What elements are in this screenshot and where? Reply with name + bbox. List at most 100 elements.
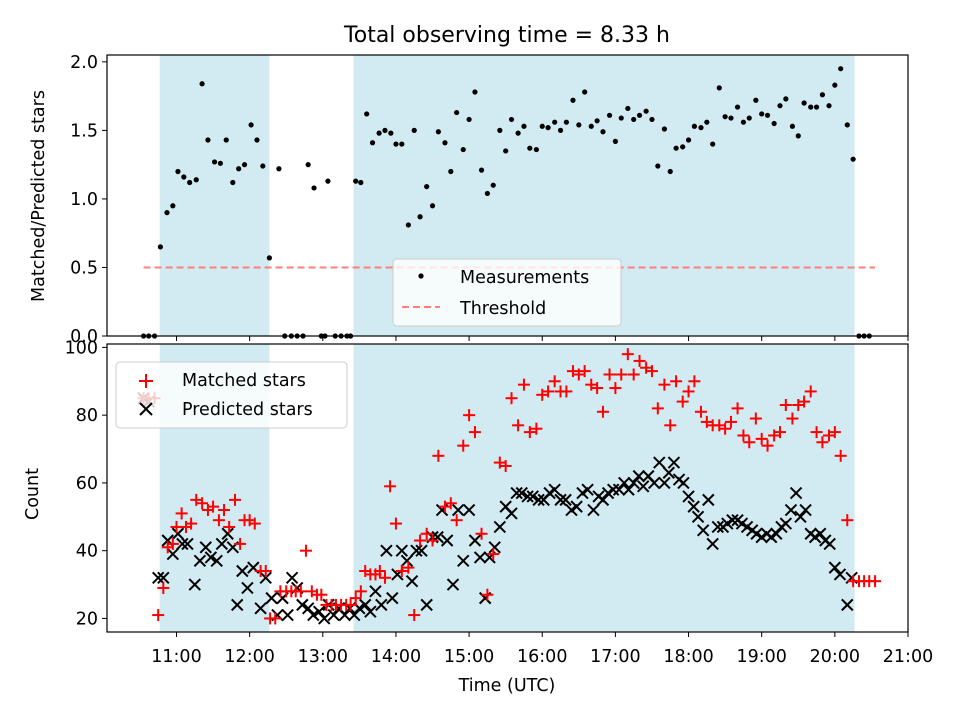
- predicted-star-point: [265, 591, 278, 605]
- legend-matched-marker: [139, 374, 153, 388]
- measurement-point: [606, 112, 613, 118]
- predicted-star-point: [636, 480, 650, 493]
- measurement-point: [217, 160, 223, 166]
- measurement-point: [594, 118, 600, 124]
- y-tick-label: 40: [76, 542, 98, 562]
- measurement-point: [388, 130, 394, 136]
- predicted-star-point: [473, 551, 487, 564]
- measurement-point: [631, 116, 637, 123]
- predicted-star-point: [296, 598, 309, 612]
- matched-star-point: [633, 354, 646, 367]
- matched-star-point: [609, 382, 622, 395]
- measurement-point: [429, 203, 436, 209]
- measurement-point: [164, 210, 170, 216]
- matched-star-point: [724, 415, 737, 428]
- measurement-point: [552, 119, 558, 125]
- bottom-legend-box: [115, 361, 348, 429]
- predicted-star-point: [622, 483, 635, 496]
- measurement-point: [236, 166, 242, 172]
- predicted-star-point: [627, 476, 640, 490]
- predicted-star-point: [510, 486, 523, 500]
- measurement-point: [722, 114, 728, 120]
- predicted-star-point: [706, 537, 719, 551]
- measurement-point: [508, 116, 515, 123]
- measurement-point: [557, 127, 564, 133]
- predicted-star-point: [770, 527, 783, 540]
- matched-star-point: [185, 517, 198, 530]
- predicted-star-point: [215, 537, 229, 551]
- measurement-point: [442, 140, 448, 146]
- measurement-point: [826, 103, 832, 109]
- predicted-star-point: [188, 578, 201, 591]
- y-tick-label: 20: [76, 609, 98, 629]
- measurement-point: [448, 168, 454, 175]
- matched-star-point: [651, 402, 664, 415]
- predicted-star-point: [526, 490, 539, 503]
- predicted-star-point: [231, 598, 244, 612]
- measurement-point: [710, 141, 716, 147]
- matched-star-point: [512, 419, 525, 432]
- matched-star-point: [804, 385, 817, 398]
- matched-star-point: [384, 480, 397, 493]
- predicted-star-point: [359, 598, 372, 612]
- measurement-point: [582, 89, 588, 95]
- measurement-point: [563, 119, 569, 125]
- y-tick-label: 1.5: [70, 121, 98, 141]
- predicted-star-point: [348, 608, 361, 622]
- predicted-star-point: [395, 544, 409, 557]
- measurement-point: [472, 89, 478, 95]
- matched-star-point: [810, 426, 823, 439]
- matched-star-point: [152, 609, 165, 622]
- predicted-star-point: [462, 503, 476, 517]
- predicted-star-point: [386, 591, 399, 605]
- measurement-point: [545, 125, 551, 131]
- measurement-point: [746, 115, 752, 121]
- measurement-point: [187, 179, 193, 186]
- predicted-star-point: [702, 493, 715, 507]
- measurement-point: [808, 104, 814, 110]
- predicted-star-point: [828, 561, 842, 574]
- chart-title: Total observing time = 8.33 h: [343, 23, 670, 48]
- measurement-point: [667, 168, 673, 175]
- predicted-star-point: [515, 486, 528, 500]
- matched-star-point: [499, 459, 512, 472]
- matched-star-point: [432, 449, 445, 462]
- predicted-star-point: [596, 493, 610, 507]
- measurement-point: [241, 162, 248, 168]
- matched-star-point: [615, 368, 628, 381]
- predicted-star-point: [221, 527, 234, 540]
- bottom-axis-ticks: 11:00 12:00 13:00 14:00 15:00 16:00 17:00 18:00…: [65, 338, 934, 667]
- predicted-star-point: [711, 520, 725, 534]
- measurement-point: [771, 120, 777, 127]
- matched-star-point: [294, 585, 307, 598]
- measurement-point: [466, 116, 472, 123]
- matched-star-point: [627, 368, 640, 381]
- predicted-star-point: [726, 513, 739, 527]
- predicted-star-point: [420, 598, 433, 612]
- measurement-point: [728, 115, 734, 121]
- measurement-point: [576, 122, 582, 128]
- measurement-point: [673, 145, 679, 151]
- matched-star-point: [664, 419, 677, 432]
- predicted-star-point: [405, 574, 419, 588]
- matched-star-point: [229, 493, 242, 506]
- matched-star-point: [354, 585, 367, 598]
- legend-threshold-label: Threshold: [459, 299, 546, 319]
- matched-star-point: [269, 612, 282, 625]
- matched-star-point: [841, 514, 854, 527]
- measurement-point: [266, 255, 272, 261]
- legend-matched-label: Matched stars: [182, 371, 306, 391]
- x-tick-label: 20:00: [810, 647, 860, 667]
- y-tick-label: 0.0: [70, 327, 98, 347]
- predicted-star-point: [612, 483, 626, 496]
- top-panel: 0.00.51.01.52.0 Matched/Predicted stars …: [29, 53, 909, 347]
- matched-star-point: [457, 439, 470, 452]
- measurement-point: [832, 82, 838, 88]
- predicted-star-point: [647, 476, 661, 490]
- matched-star-point: [816, 436, 829, 449]
- measurement-point: [600, 129, 606, 135]
- x-tick-label: 18:00: [663, 647, 713, 667]
- matched-star-point: [468, 426, 481, 439]
- matched-star-point: [426, 534, 439, 547]
- measurement-point: [795, 133, 801, 139]
